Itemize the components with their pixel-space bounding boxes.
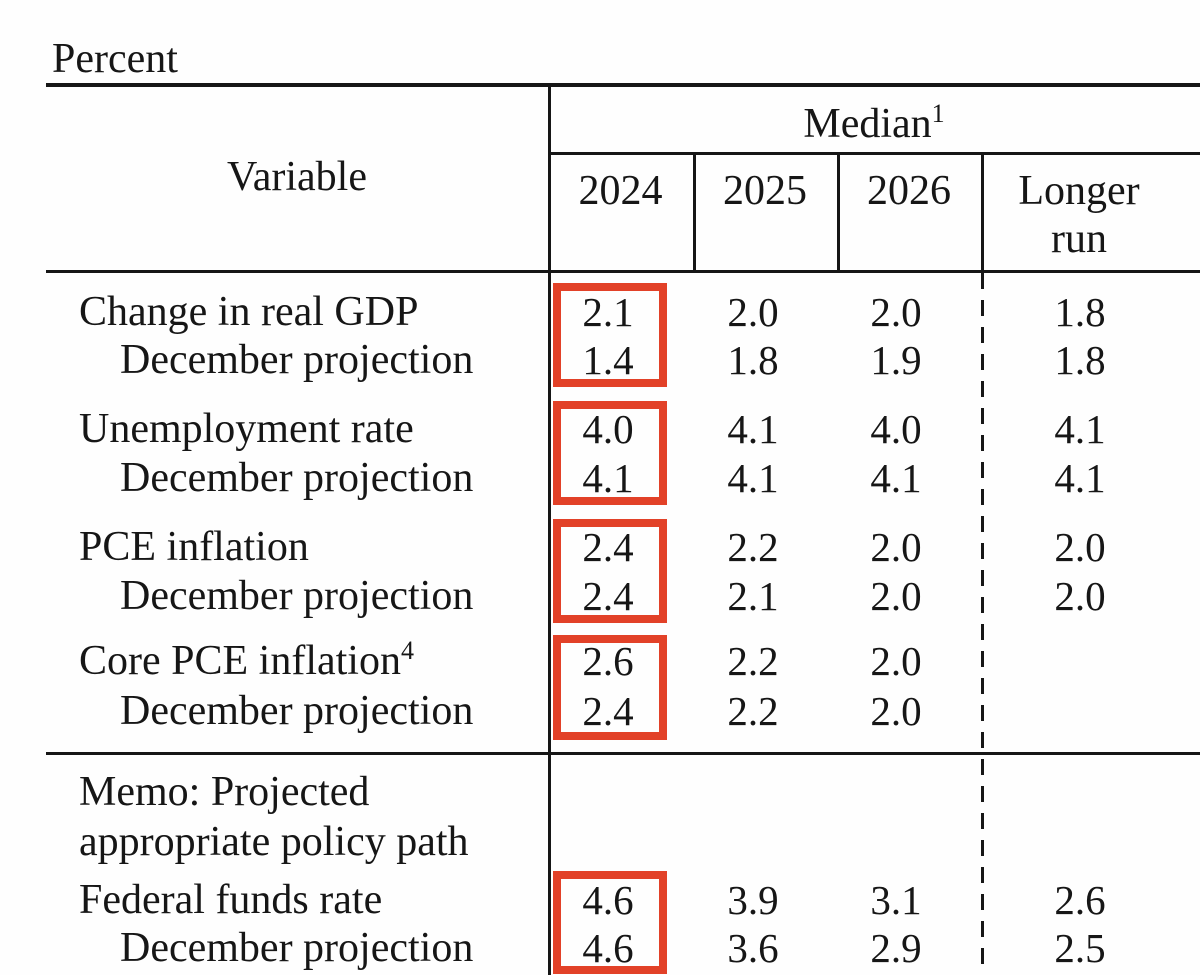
value-core-pce-longer-run [1018,637,1142,685]
longer-run-dashed-divider [981,273,984,975]
core-pce-label-text: Core PCE inflation [79,638,401,684]
value-ffr-dec-2025: 3.6 [727,925,779,971]
value-ffr-dec-2024: 4.6 [582,925,634,971]
value-pce-dec-2025: 2.1 [727,573,779,619]
row-label-core-pce-december-projection: December projection [120,688,474,734]
value-core-pce-2024: 2.6 [582,638,634,684]
value-pce-longer-run: 2.0 [1054,524,1106,570]
value-ffr-2026: 3.1 [870,877,922,923]
highlight-box-unemployment-2024 [553,401,667,505]
value-core-pce-2026: 2.0 [870,638,922,684]
row-label-unemployment-rate: Unemployment rate [79,406,414,452]
row-label-change-in-real-gdp: Change in real GDP [79,289,419,335]
value-unemp-2024: 4.0 [582,406,634,452]
value-gdp-longer-run: 1.8 [1054,289,1106,335]
value-ffr-2025: 3.9 [727,877,779,923]
row-label-core-pce-inflation: Core PCE inflation4 [79,637,414,685]
value-pce-2025: 2.2 [727,524,779,570]
value-gdp-dec-2025: 1.8 [727,337,779,383]
longer-run-header-line1: Longer [1018,168,1140,214]
value-unemp-dec-2025: 4.1 [727,455,779,501]
memo-label-line1: Memo: Projected [79,769,370,815]
value-unemp-dec-longer-run: 4.1 [1054,455,1106,501]
year-header-2024: 2024 [578,168,663,214]
median-underline-rule [548,152,1200,155]
value-gdp-2026: 2.0 [870,289,922,335]
value-ffr-dec-longer-run: 2.5 [1054,925,1106,971]
median-header-text: Median [803,101,932,147]
value-core-pce-dec-2024: 2.4 [582,688,634,734]
row-label-gdp-december-projection: December projection [120,337,474,383]
variable-header: Variable [227,154,367,200]
table-top-rule [46,83,1200,87]
year-column-divider-2025-2026 [837,155,840,270]
year-header-2026: 2026 [867,168,951,214]
value-unemp-dec-2026: 4.1 [870,455,922,501]
value-ffr-2024: 4.6 [582,877,634,923]
value-unemp-dec-2024: 4.1 [582,455,634,501]
value-pce-dec-longer-run: 2.0 [1054,573,1106,619]
value-ffr-dec-2026: 2.9 [870,925,922,971]
longer-run-header-line2: run [1051,216,1107,262]
longer-run-column-divider [981,155,984,270]
value-core-pce-2025: 2.2 [727,638,779,684]
value-gdp-dec-2024: 1.4 [582,337,634,383]
value-unemp-longer-run: 4.1 [1054,406,1106,452]
core-pce-footnote-marker: 4 [400,636,414,665]
value-pce-dec-2024: 2.4 [582,573,634,619]
page-title: Percent [52,36,178,82]
value-unemp-2026: 4.0 [870,406,922,452]
value-gdp-dec-2026: 1.9 [870,337,922,383]
row-label-pce-inflation: PCE inflation [79,524,309,570]
row-label-unemp-december-projection: December projection [120,455,474,501]
value-unemp-2025: 4.1 [727,406,779,452]
median-footnote-marker: 1 [931,99,945,128]
median-header: Median1 [548,100,1200,148]
value-core-pce-dec-2025: 2.2 [727,688,779,734]
row-label-federal-funds-rate: Federal funds rate [79,877,383,923]
value-gdp-dec-longer-run: 1.8 [1054,337,1106,383]
year-column-divider-2024-2025 [693,155,696,270]
header-bottom-rule [46,270,1200,273]
highlight-box-pce-inflation-2024 [553,519,667,623]
memo-label-line2: appropriate policy path [79,819,469,865]
value-pce-2026: 2.0 [870,524,922,570]
row-label-ffr-december-projection: December projection [120,925,474,971]
value-core-pce-dec-longer-run [1018,687,1142,735]
highlight-box-fed-funds-2024 [553,871,667,974]
variable-column-divider [548,83,551,975]
value-gdp-2025: 2.0 [727,289,779,335]
value-ffr-longer-run: 2.6 [1054,877,1106,923]
year-header-2025: 2025 [723,168,807,214]
highlight-box-gdp-2024 [553,283,667,387]
value-pce-2024: 2.4 [582,524,634,570]
highlight-box-core-pce-2024 [553,635,667,740]
value-gdp-2024: 2.1 [582,289,634,335]
value-pce-dec-2026: 2.0 [870,573,922,619]
memo-section-rule [46,752,1200,755]
row-label-pce-december-projection: December projection [120,573,474,619]
value-core-pce-dec-2026: 2.0 [870,688,922,734]
